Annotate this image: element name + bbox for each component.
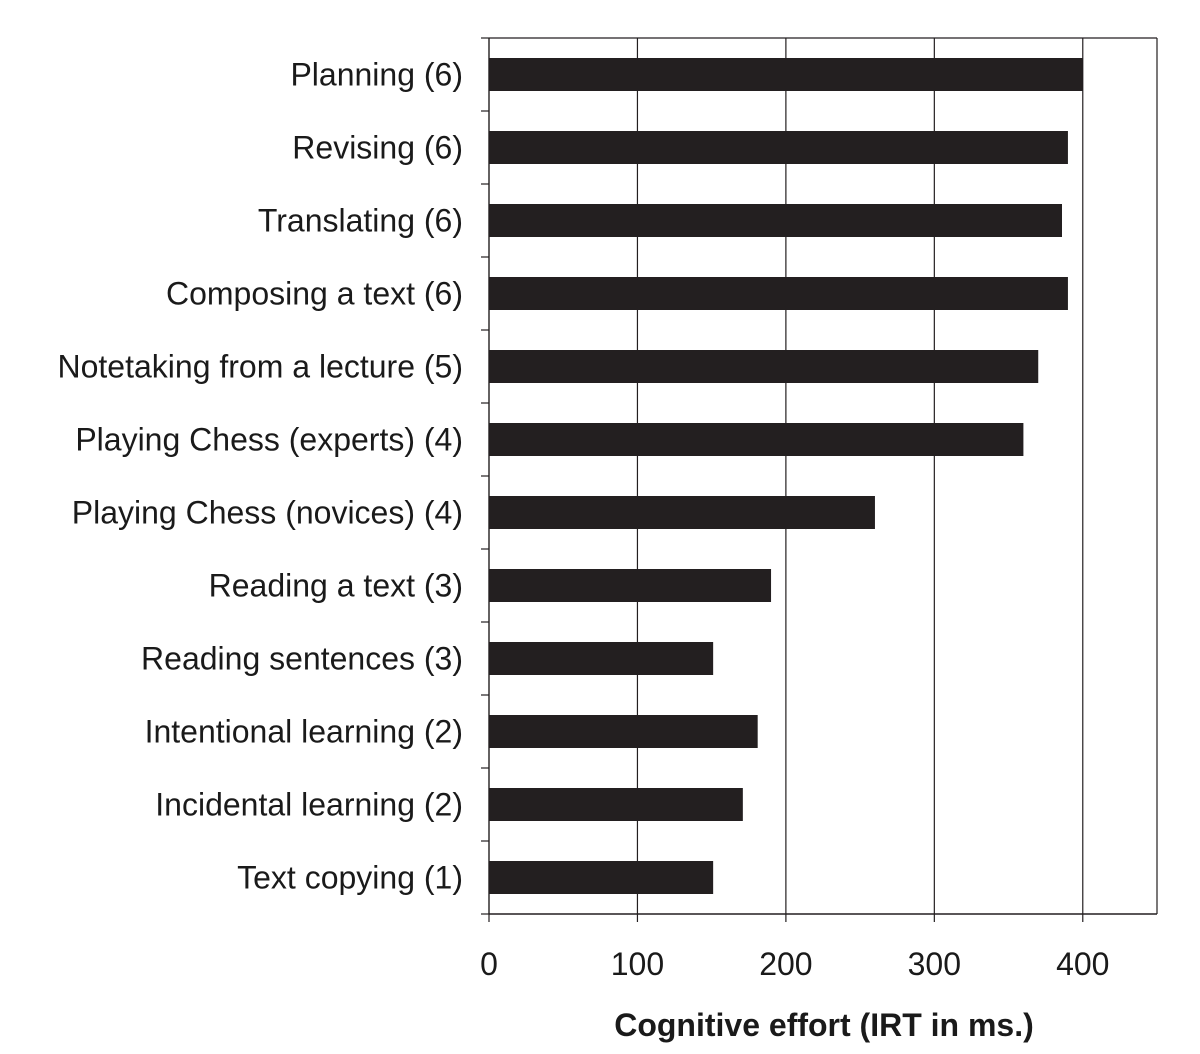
category-label: Notetaking from a lecture (5) [58, 349, 464, 385]
bar [489, 350, 1039, 383]
x-tick-label: 200 [759, 946, 812, 982]
bar [489, 715, 758, 748]
bar [489, 204, 1062, 237]
category-label: Planning (6) [290, 57, 463, 93]
category-label: Reading sentences (3) [141, 641, 463, 677]
category-label: Reading a text (3) [209, 568, 463, 604]
x-tick-label: 400 [1056, 946, 1109, 982]
axes [481, 37, 1158, 922]
bar [489, 569, 772, 602]
bar [489, 496, 875, 529]
category-label: Revising (6) [292, 130, 463, 166]
category-label: Playing Chess (experts) (4) [75, 422, 463, 458]
category-label: Intentional learning (2) [145, 714, 463, 750]
bar [489, 131, 1068, 164]
gridlines [636, 38, 1084, 914]
category-label: Incidental learning (2) [155, 787, 463, 823]
bar [489, 58, 1083, 91]
bar [489, 277, 1068, 310]
x-tick-label: 100 [611, 946, 664, 982]
bar [489, 642, 714, 675]
x-tick-label: 300 [908, 946, 961, 982]
category-label: Translating (6) [258, 203, 463, 239]
category-label: Composing a text (6) [166, 276, 463, 312]
bars [489, 58, 1083, 894]
bar [489, 788, 743, 821]
category-label: Playing Chess (novices) (4) [72, 495, 463, 531]
category-label: Text copying (1) [237, 860, 463, 896]
x-tick-label: 0 [480, 946, 498, 982]
bar [489, 861, 714, 894]
category-labels: Planning (6) Revising (6) Translating (6) C… [58, 57, 464, 896]
x-axis-title: Cognitive effort (IRT in ms.) [614, 1007, 1034, 1043]
x-tick-labels: 0 100 200 300 400 [480, 946, 1109, 982]
bar [489, 423, 1024, 456]
